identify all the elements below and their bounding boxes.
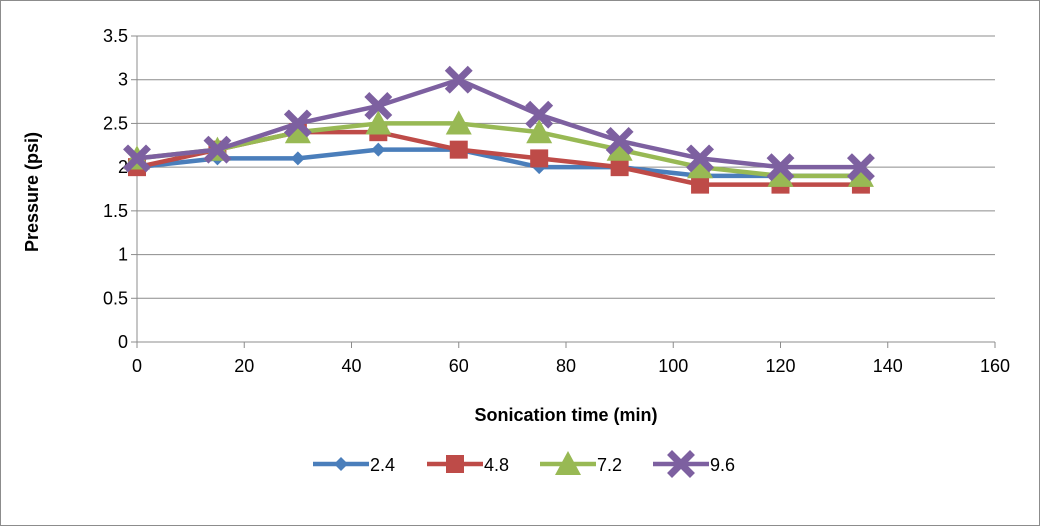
legend-marker	[334, 457, 348, 471]
series-line	[136, 121, 861, 179]
data-point	[364, 91, 393, 120]
x-tick-label: 140	[873, 356, 903, 376]
x-marker-stroke	[203, 135, 232, 164]
legend-marker	[667, 450, 695, 478]
x-marker-stroke	[846, 153, 875, 182]
x-marker-stroke	[605, 126, 634, 155]
y-tick-label: 0	[118, 332, 128, 352]
data-point	[526, 119, 553, 144]
x-tick-label: 20	[234, 356, 254, 376]
x-marker-stroke	[364, 91, 393, 120]
data-point	[123, 144, 151, 173]
legend-label: 2.4	[370, 455, 395, 475]
series-group	[123, 65, 875, 194]
legend-item-9.6: 9.6	[653, 450, 735, 478]
data-point	[283, 109, 312, 138]
legend-item-7.2: 7.2	[540, 451, 622, 476]
x-tick-label: 60	[449, 356, 469, 376]
data-point	[846, 153, 875, 182]
data-point	[686, 144, 715, 173]
data-point	[525, 100, 554, 129]
y-tick-label: 3.5	[103, 26, 128, 46]
data-point	[605, 126, 634, 155]
y-tick-label: 1	[118, 245, 128, 265]
data-point	[687, 154, 714, 179]
data-point	[766, 153, 795, 182]
x-marker-stroke	[283, 109, 312, 138]
series-9.6	[123, 65, 875, 182]
legend-label: 7.2	[597, 455, 622, 475]
data-point	[449, 140, 468, 159]
legend-label: 9.6	[710, 455, 735, 475]
data-point	[445, 110, 472, 135]
y-tick-label: 2.5	[103, 113, 128, 133]
y-tick-label: 2	[118, 157, 128, 177]
x-tick-label: 100	[658, 356, 688, 376]
legend-marker	[555, 451, 581, 476]
y-axis-title: Pressure (psi)	[22, 132, 42, 252]
y-tick-label: 3	[118, 70, 128, 90]
series-7.2	[124, 110, 874, 187]
x-marker-stroke	[444, 65, 473, 94]
x-tick-label: 0	[132, 356, 142, 376]
x-tick-labels: 0 20 40 60 80 100 120 140 160	[132, 356, 1010, 376]
data-point	[365, 110, 392, 135]
data-point	[290, 151, 305, 166]
data-point	[371, 142, 386, 157]
x-tick-label: 160	[980, 356, 1010, 376]
data-point	[530, 149, 549, 168]
series-line	[136, 147, 861, 179]
data-point	[203, 135, 232, 164]
data-point	[767, 162, 794, 187]
data-point	[284, 119, 311, 144]
x-marker-stroke	[766, 153, 795, 182]
x-marker-stroke	[123, 144, 151, 173]
data-point	[847, 162, 874, 187]
data-point	[691, 175, 710, 194]
data-point	[444, 65, 473, 94]
x-tick-label: 120	[765, 356, 795, 376]
x-marker-stroke	[686, 144, 715, 173]
y-tick-labels: 0 0.5 1 1.5 2 2.5 3 3.5	[103, 26, 128, 352]
x-tick-label: 40	[341, 356, 361, 376]
x-marker-stroke	[667, 450, 695, 478]
x-marker-stroke	[525, 100, 554, 129]
legend-item-4.8: 4.8	[427, 455, 509, 475]
legend: 2.4 4.8 7.2 9.6	[313, 450, 735, 478]
x-tick-label: 80	[556, 356, 576, 376]
legend-label: 4.8	[484, 455, 509, 475]
legend-item-2.4: 2.4	[313, 455, 395, 475]
legend-marker	[446, 455, 464, 473]
data-point	[610, 158, 629, 177]
data-point	[606, 136, 633, 161]
x-axis-title: Sonication time (min)	[474, 405, 657, 425]
y-tick-label: 1.5	[103, 201, 128, 221]
series-line	[136, 77, 861, 170]
y-tick-label: 0.5	[103, 288, 128, 308]
